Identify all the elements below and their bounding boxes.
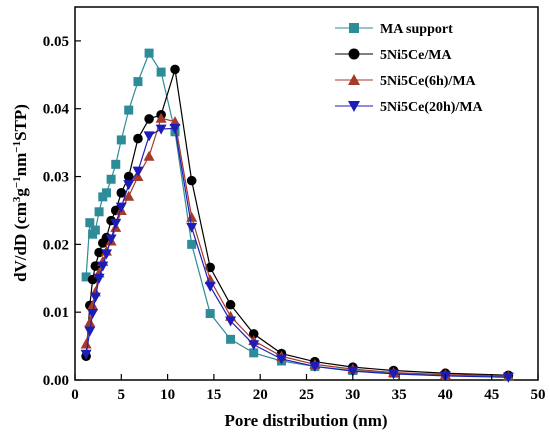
series-line bbox=[85, 127, 509, 378]
data-point bbox=[144, 114, 154, 124]
data-point bbox=[502, 372, 514, 383]
y-tick-label: 0.00 bbox=[43, 373, 69, 389]
legend-label: 5Ni5Ce/MA bbox=[380, 48, 452, 63]
legend: MA support 5Ni5Ce/MA 5Ni5Ce(6h)/MA 5Ni5C… bbox=[335, 22, 484, 115]
x-tick-label: 45 bbox=[484, 387, 499, 403]
data-point bbox=[80, 349, 92, 360]
y-tick-label: 0.01 bbox=[43, 305, 69, 321]
legend-entry-5ni5ce-ma: 5Ni5Ce/MA bbox=[335, 48, 452, 63]
x-tick-label: 10 bbox=[160, 387, 175, 403]
x-tick-label: 35 bbox=[392, 387, 407, 403]
data-point bbox=[101, 188, 111, 198]
data-point bbox=[85, 218, 95, 228]
x-tick-label: 25 bbox=[299, 387, 314, 403]
data-point bbox=[87, 309, 99, 320]
data-point bbox=[94, 247, 104, 258]
x-axis-ticks: 0 5 10 15 20 25 30 35 40 45 50 bbox=[71, 374, 546, 403]
legend-marker-triangle-up bbox=[348, 74, 360, 85]
legend-entry-5ni5ce-20h-ma: 5Ni5Ce(20h)/MA bbox=[335, 100, 484, 115]
data-point bbox=[84, 316, 96, 327]
x-tick-label: 40 bbox=[438, 387, 453, 403]
data-point bbox=[89, 292, 101, 303]
y-tick-label: 0.03 bbox=[43, 170, 69, 186]
legend-label: MA support bbox=[380, 22, 453, 37]
data-point bbox=[143, 131, 155, 142]
data-point bbox=[90, 261, 101, 271]
y-tick-label: 0.04 bbox=[43, 102, 70, 118]
data-point bbox=[123, 171, 134, 182]
data-point bbox=[249, 348, 259, 358]
data-point bbox=[275, 354, 287, 365]
x-tick-label: 0 bbox=[71, 387, 79, 403]
series-ma-support bbox=[81, 48, 513, 382]
data-point bbox=[204, 274, 216, 285]
data-point bbox=[81, 272, 91, 282]
data-point bbox=[97, 261, 109, 272]
data-point bbox=[186, 175, 197, 186]
data-point bbox=[347, 366, 359, 377]
data-point bbox=[186, 222, 198, 233]
data-point bbox=[105, 234, 117, 245]
data-point bbox=[116, 188, 127, 198]
y-axis-ticks: 0.00 0.01 0.02 0.03 0.04 0.05 bbox=[43, 34, 81, 389]
x-tick-label: 5 bbox=[118, 387, 126, 403]
data-point bbox=[116, 135, 126, 145]
legend-label: 5Ni5Ce(20h)/MA bbox=[380, 100, 484, 115]
data-point bbox=[156, 67, 166, 77]
x-axis-title: Pore distribution (nm) bbox=[224, 411, 387, 430]
data-point bbox=[187, 239, 197, 249]
data-point bbox=[225, 299, 236, 310]
data-point bbox=[123, 190, 135, 201]
data-point bbox=[144, 48, 154, 58]
data-point bbox=[155, 112, 167, 123]
data-point bbox=[133, 77, 143, 87]
data-point bbox=[205, 309, 215, 319]
x-tick-label: 50 bbox=[531, 387, 546, 403]
data-point bbox=[248, 340, 260, 351]
plot-frame bbox=[74, 6, 539, 381]
data-point bbox=[132, 166, 144, 177]
data-point bbox=[170, 64, 180, 75]
data-point bbox=[123, 180, 135, 191]
data-point bbox=[115, 202, 127, 213]
data-point bbox=[155, 124, 167, 135]
data-point bbox=[248, 329, 259, 339]
legend-label: 5Ni5Ce(6h)/MA bbox=[380, 74, 477, 89]
legend-entry-ma-support: MA support bbox=[335, 22, 453, 37]
data-point bbox=[204, 281, 216, 292]
x-tick-label: 20 bbox=[253, 387, 268, 403]
data-point bbox=[226, 334, 236, 344]
x-tick-label: 15 bbox=[206, 387, 221, 403]
data-point bbox=[388, 369, 400, 380]
legend-entry-5ni5ce-6h-ma: 5Ni5Ce(6h)/MA bbox=[335, 74, 477, 89]
legend-marker-square bbox=[349, 23, 359, 33]
data-point bbox=[124, 105, 134, 115]
series-5ni5ce-6h-ma bbox=[80, 112, 514, 381]
data-point bbox=[225, 316, 237, 327]
data-point bbox=[80, 338, 92, 349]
x-tick-label: 30 bbox=[345, 387, 360, 403]
data-point bbox=[100, 249, 112, 260]
data-point bbox=[111, 159, 121, 169]
data-point bbox=[90, 225, 100, 235]
data-point bbox=[133, 133, 143, 144]
y-axis-title: dV/dD (cm3g−1nm−1STP) bbox=[11, 104, 30, 282]
data-point bbox=[169, 116, 181, 127]
data-point bbox=[169, 123, 181, 134]
data-point bbox=[106, 174, 116, 184]
data-point bbox=[110, 218, 122, 229]
data-point bbox=[84, 326, 96, 337]
series-layer bbox=[80, 48, 514, 383]
y-tick-label: 0.05 bbox=[43, 34, 69, 50]
data-point bbox=[93, 273, 105, 284]
legend-marker-circle bbox=[348, 48, 360, 60]
legend-marker-triangle-down bbox=[348, 101, 360, 112]
data-point bbox=[87, 299, 99, 310]
data-point bbox=[186, 211, 198, 222]
data-point bbox=[309, 361, 321, 372]
data-point bbox=[94, 207, 104, 217]
y-tick-label: 0.02 bbox=[43, 237, 69, 253]
data-point bbox=[143, 150, 155, 161]
